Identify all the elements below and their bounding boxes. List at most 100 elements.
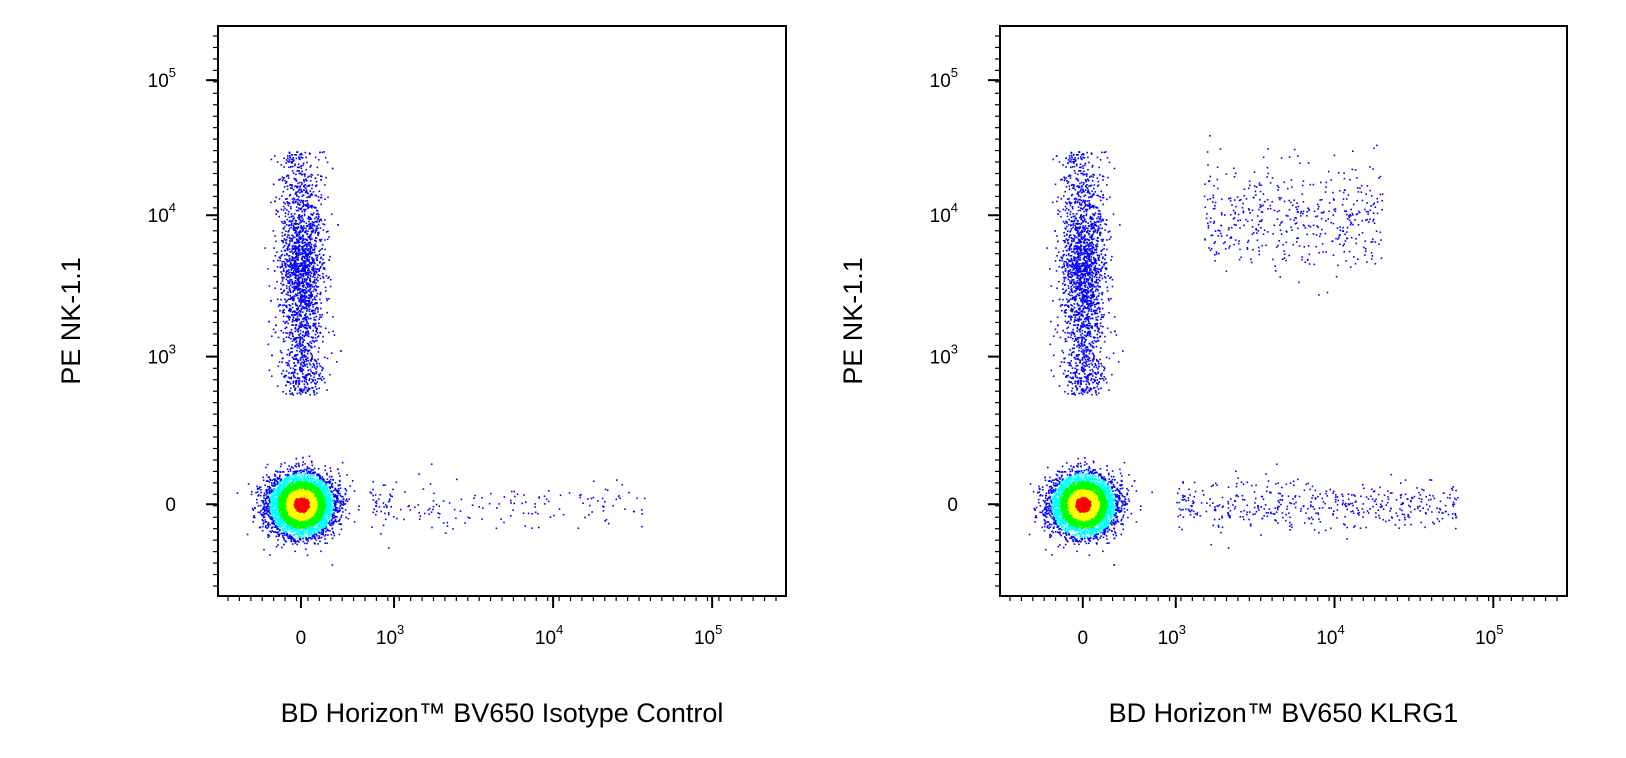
event-dot [286, 513, 289, 515]
event-dot [283, 538, 285, 541]
event-dot [324, 497, 327, 499]
event-dot [290, 487, 292, 490]
event-dot [267, 514, 269, 516]
event-dot [272, 516, 275, 519]
event-dot [260, 494, 262, 497]
event-dot [337, 501, 339, 504]
event-dot [331, 510, 333, 513]
y-tick-label: 0 [165, 495, 176, 516]
event-dot [266, 502, 268, 505]
event-dot [326, 514, 328, 516]
event-dot [294, 485, 297, 487]
event-dot [340, 495, 343, 498]
event-dot [320, 531, 323, 534]
event-dot [320, 516, 322, 519]
event-dot [271, 482, 273, 484]
event-dot [318, 525, 321, 528]
event-dot [276, 490, 279, 493]
event-dot [250, 493, 253, 496]
event-dot [265, 525, 267, 527]
event-dot [284, 483, 286, 485]
event-dot [273, 504, 276, 506]
event-dot [276, 492, 279, 495]
event-dot [276, 514, 279, 516]
event-dot [369, 491, 372, 494]
event-dot [344, 499, 347, 502]
event-dot [358, 505, 360, 507]
event-dot [269, 501, 271, 504]
event-dot [283, 528, 286, 531]
event-dot [274, 478, 276, 480]
event-dot [270, 505, 273, 508]
event-dot [333, 514, 335, 517]
event-dot [281, 471, 284, 473]
event-dot [295, 478, 298, 480]
event-dot [336, 496, 339, 499]
event-dot [348, 498, 350, 501]
event-dot [310, 532, 313, 534]
y-tick-exponent: 3 [169, 342, 176, 357]
event-dot [293, 534, 296, 537]
event-dot [263, 492, 266, 494]
event-dot [264, 519, 266, 521]
event-dot [312, 469, 314, 471]
event-dot [275, 499, 277, 501]
event-dot [283, 530, 286, 533]
event-dots [236, 151, 646, 566]
event-dot [283, 534, 286, 536]
event-dot [300, 471, 302, 474]
event-dot [286, 514, 288, 517]
event-dot [269, 516, 272, 518]
event-dot [263, 509, 266, 512]
event-dot [332, 489, 335, 492]
event-dot [258, 486, 261, 489]
event-dot [287, 497, 290, 500]
event-dot [267, 495, 270, 498]
event-dot [267, 476, 269, 479]
event-dot [319, 504, 322, 506]
event-dot [279, 528, 281, 531]
event-dot [299, 527, 302, 530]
event-dot [290, 539, 292, 541]
event-dot [303, 525, 306, 528]
event-dot [262, 476, 264, 479]
event-dot [306, 481, 309, 483]
event-dot [289, 486, 291, 488]
event-dot [329, 467, 332, 469]
event-dot [279, 479, 282, 482]
event-dot [284, 540, 287, 542]
event-dot [271, 509, 274, 512]
event-dot [262, 479, 265, 482]
event-dot [265, 512, 267, 515]
event-dot [273, 502, 275, 504]
event-dot [318, 481, 321, 484]
event-dot [309, 526, 312, 529]
event-dot [269, 503, 271, 505]
event-dot [301, 469, 304, 472]
event-dot [265, 509, 267, 512]
event-dot [278, 501, 281, 503]
event-dot [317, 543, 319, 545]
event-dot [287, 480, 290, 482]
event-dot [298, 477, 301, 480]
event-dot [295, 488, 297, 491]
event-dot [337, 484, 340, 486]
event-dot [275, 531, 277, 534]
event-dot [291, 473, 294, 476]
event-dot [309, 471, 311, 474]
event-dot [290, 531, 292, 533]
event-dot [262, 525, 264, 528]
event-dot [265, 494, 267, 496]
event-dot [321, 525, 323, 528]
event-dot [302, 540, 305, 543]
event-dot [311, 464, 314, 467]
event-dot [303, 527, 306, 530]
event-dot [287, 489, 290, 492]
event-dot [321, 491, 324, 494]
event-dot [236, 492, 239, 494]
event-dot [323, 514, 326, 516]
event-dot [267, 534, 269, 536]
event-dot [315, 493, 318, 496]
event-dot [274, 519, 277, 521]
